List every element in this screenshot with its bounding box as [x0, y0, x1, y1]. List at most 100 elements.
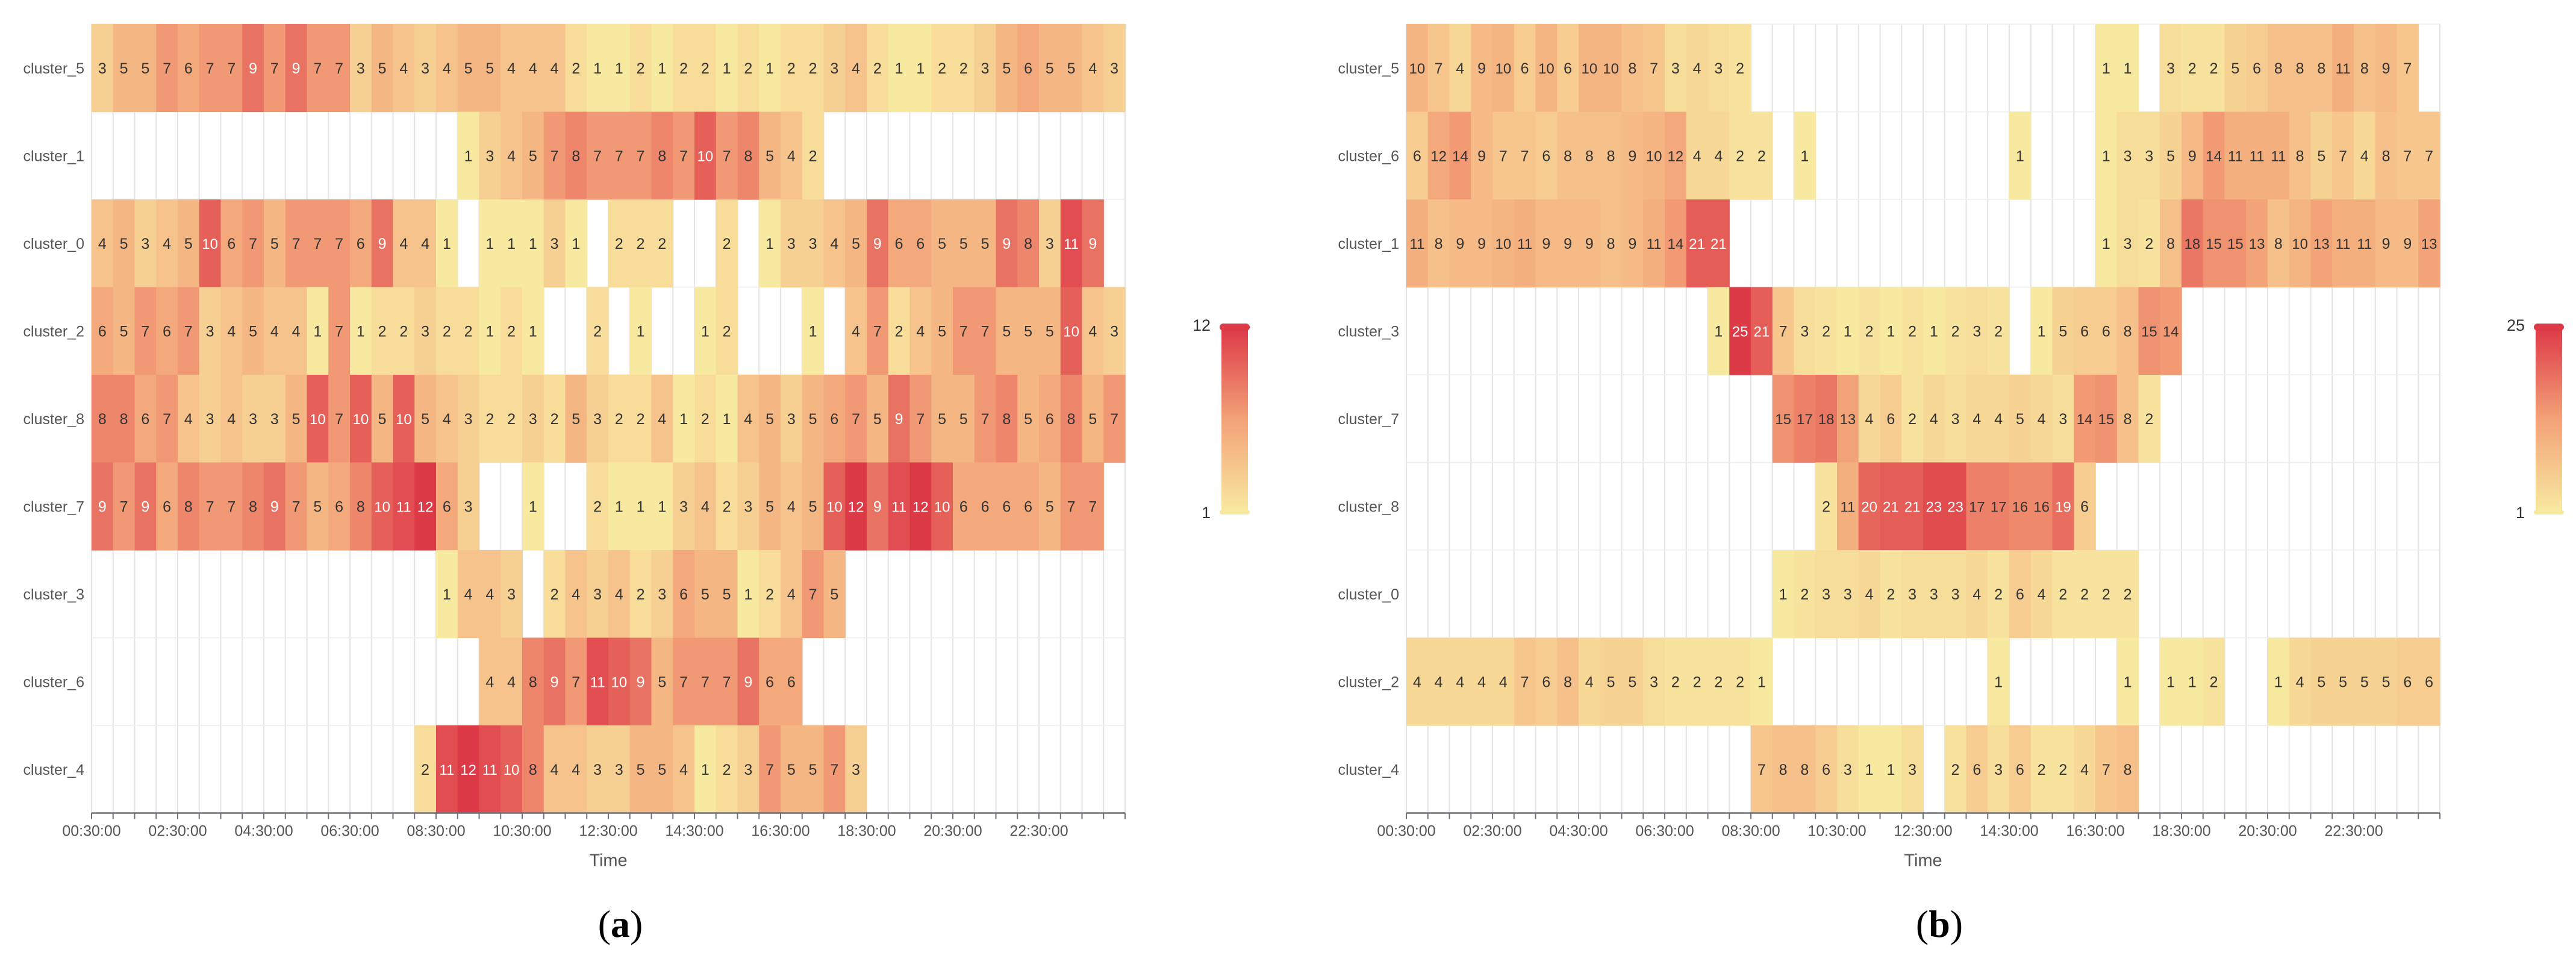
heatmap-cell[interactable]: [737, 550, 759, 639]
heatmap-cell[interactable]: [2160, 24, 2182, 113]
heatmap-cell[interactable]: [199, 462, 222, 551]
heatmap-cell[interactable]: [651, 24, 673, 113]
heatmap-cell[interactable]: [1858, 287, 1881, 375]
heatmap-cell[interactable]: [2354, 24, 2376, 113]
heatmap-cell[interactable]: [1471, 637, 1493, 726]
heatmap-cell[interactable]: [1643, 111, 1665, 200]
heatmap-cell[interactable]: [285, 462, 308, 551]
heatmap-cell[interactable]: [2246, 24, 2268, 113]
heatmap-cell[interactable]: [178, 24, 200, 113]
heatmap-cell[interactable]: [199, 199, 222, 288]
heatmap-cell[interactable]: [1017, 287, 1040, 375]
heatmap-cell[interactable]: [1557, 199, 1579, 288]
heatmap-cell[interactable]: [608, 637, 631, 726]
heatmap-cell[interactable]: [1944, 725, 1967, 814]
heatmap-cell[interactable]: [1901, 550, 1924, 639]
heatmap-cell[interactable]: [1471, 24, 1493, 113]
heatmap-cell[interactable]: [587, 550, 609, 639]
heatmap-cell[interactable]: [694, 24, 717, 113]
heatmap-cell[interactable]: [2138, 199, 2160, 288]
heatmap-cell[interactable]: [716, 462, 738, 551]
heatmap-cell[interactable]: [1707, 637, 1730, 726]
heatmap-cell[interactable]: [1103, 24, 1126, 113]
heatmap-cell[interactable]: [1579, 24, 1601, 113]
heatmap-cell[interactable]: [1944, 462, 1967, 551]
heatmap-cell[interactable]: [1988, 375, 2010, 463]
heatmap-cell[interactable]: [1772, 725, 1795, 814]
heatmap-cell[interactable]: [2375, 24, 2398, 113]
heatmap-cell[interactable]: [737, 24, 759, 113]
heatmap-cell[interactable]: [1901, 287, 1924, 375]
heatmap-cell[interactable]: [694, 287, 717, 375]
heatmap-cell[interactable]: [414, 24, 437, 113]
heatmap-cell[interactable]: [974, 462, 997, 551]
legend-max-handle[interactable]: [1220, 324, 1250, 331]
heatmap-cell[interactable]: [608, 725, 631, 814]
heatmap-cell[interactable]: [629, 550, 652, 639]
heatmap-cell[interactable]: [1492, 199, 1515, 288]
heatmap-cell[interactable]: [2009, 462, 2032, 551]
heatmap-cell[interactable]: [1815, 550, 1838, 639]
heatmap-cell[interactable]: [393, 287, 415, 375]
heatmap-cell[interactable]: [2375, 199, 2398, 288]
heatmap-cell[interactable]: [543, 550, 566, 639]
heatmap-cell[interactable]: [2397, 111, 2419, 200]
heatmap-cell[interactable]: [479, 24, 501, 113]
heatmap-cell[interactable]: [737, 462, 759, 551]
heatmap-cell[interactable]: [92, 199, 114, 288]
heatmap-cell[interactable]: [587, 111, 609, 200]
heatmap-cell[interactable]: [2074, 287, 2096, 375]
heatmap-cell[interactable]: [629, 375, 652, 463]
heatmap-cell[interactable]: [716, 637, 738, 726]
heatmap-cell[interactable]: [759, 637, 781, 726]
heatmap-cell[interactable]: [156, 199, 178, 288]
heatmap-cell[interactable]: [2052, 550, 2074, 639]
heatmap-cell[interactable]: [673, 462, 695, 551]
heatmap-cell[interactable]: [587, 725, 609, 814]
heatmap-cell[interactable]: [393, 199, 415, 288]
heatmap-cell[interactable]: [1794, 375, 1816, 463]
heatmap-cell[interactable]: [2224, 24, 2247, 113]
heatmap-cell[interactable]: [199, 287, 222, 375]
heatmap-cell[interactable]: [1707, 24, 1730, 113]
heatmap-cell[interactable]: [974, 199, 997, 288]
heatmap-cell[interactable]: [178, 199, 200, 288]
heatmap-cell[interactable]: [565, 725, 587, 814]
heatmap-cell[interactable]: [587, 24, 609, 113]
heatmap-cell[interactable]: [1514, 637, 1536, 726]
heatmap-cell[interactable]: [2074, 375, 2096, 463]
heatmap-cell[interactable]: [1858, 462, 1881, 551]
heatmap-cell[interactable]: [2116, 637, 2139, 726]
heatmap-cell[interactable]: [350, 24, 372, 113]
heatmap-cell[interactable]: [1082, 375, 1104, 463]
heatmap-cell[interactable]: [1665, 199, 1687, 288]
heatmap-cell[interactable]: [2095, 111, 2118, 200]
heatmap-cell[interactable]: [1707, 287, 1730, 375]
heatmap-cell[interactable]: [2397, 199, 2419, 288]
heatmap-cell[interactable]: [802, 550, 825, 639]
heatmap-cell[interactable]: [953, 462, 975, 551]
heatmap-cell[interactable]: [1772, 550, 1795, 639]
heatmap-cell[interactable]: [629, 462, 652, 551]
heatmap-cell[interactable]: [651, 725, 673, 814]
heatmap-cell[interactable]: [888, 199, 911, 288]
heatmap-cell[interactable]: [608, 375, 631, 463]
heatmap-cell[interactable]: [1600, 199, 1623, 288]
heatmap-cell[interactable]: [888, 24, 911, 113]
heatmap-cell[interactable]: [953, 287, 975, 375]
heatmap-cell[interactable]: [931, 462, 953, 551]
heatmap-cell[interactable]: [2354, 637, 2376, 726]
heatmap-cell[interactable]: [802, 725, 825, 814]
heatmap-cell[interactable]: [436, 375, 458, 463]
heatmap-cell[interactable]: [867, 375, 889, 463]
heatmap-cell[interactable]: [1901, 375, 1924, 463]
heatmap-cell[interactable]: [1557, 637, 1579, 726]
heatmap-cell[interactable]: [199, 375, 222, 463]
heatmap-cell[interactable]: [2354, 199, 2376, 288]
heatmap-cell[interactable]: [1060, 199, 1083, 288]
heatmap-cell[interactable]: [1686, 24, 1709, 113]
heatmap-cell[interactable]: [522, 725, 544, 814]
heatmap-cell[interactable]: [178, 462, 200, 551]
heatmap-cell[interactable]: [759, 375, 781, 463]
heatmap-cell[interactable]: [1060, 287, 1083, 375]
